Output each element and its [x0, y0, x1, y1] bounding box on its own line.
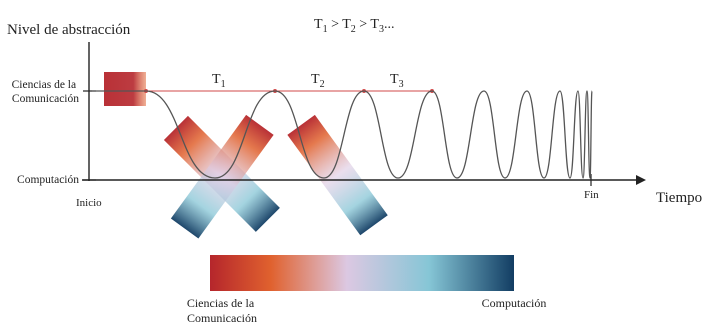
color-legend: Ciencias de la Comunicación Computación	[187, 255, 546, 325]
x-tick-label-end: Fin	[584, 189, 599, 201]
period-label-t1: T1	[212, 72, 226, 90]
legend-label-computacion: Computación	[482, 296, 547, 310]
x-axis-arrow-icon	[636, 175, 646, 185]
formula: T1 > T2 > T3...	[314, 17, 394, 35]
legend-gradient-bar	[210, 255, 514, 291]
band-descent-2	[287, 114, 388, 236]
legend-label-comunicacion: Ciencias de la Comunicación	[187, 296, 257, 325]
gradient-bands	[104, 72, 388, 239]
level-label-high: Ciencias de la Comunicación	[12, 79, 80, 105]
period-label-t3: T3	[390, 72, 404, 90]
start-band	[104, 72, 146, 106]
x-tick-label-start: Inicio	[76, 197, 102, 209]
axes	[82, 42, 646, 186]
period-label-t2: T2	[311, 72, 325, 90]
abstraction-wave	[92, 90, 593, 179]
level-label-low: Computación	[17, 174, 79, 186]
x-axis-title: Tiempo	[656, 190, 702, 206]
y-axis-title: Nivel de abstracción	[7, 22, 131, 38]
